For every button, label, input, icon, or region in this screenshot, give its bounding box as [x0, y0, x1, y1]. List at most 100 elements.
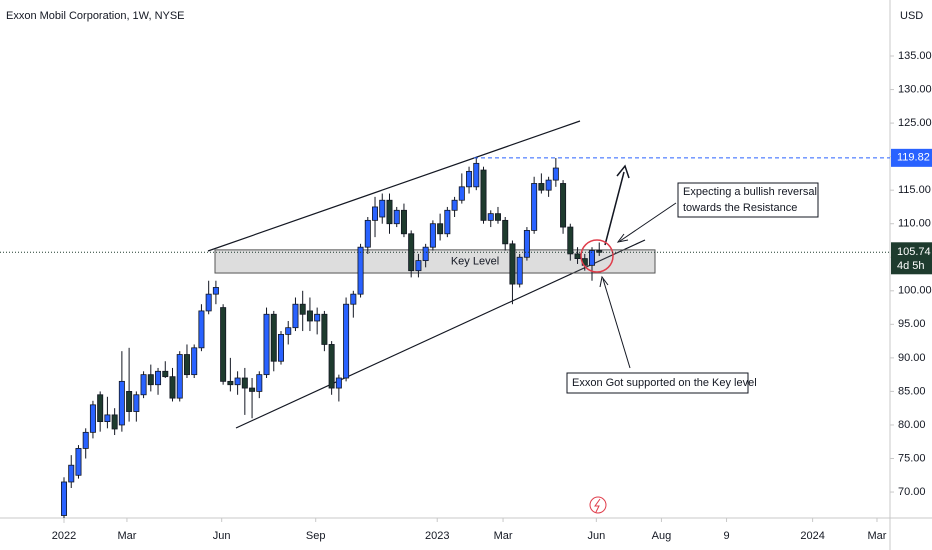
x-tick-label: Aug — [652, 530, 672, 542]
candle-body — [386, 199, 393, 225]
arrow-up — [604, 171, 625, 246]
callout-arrow-1 — [619, 202, 677, 242]
callout-text: towards the Resistance — [683, 202, 797, 214]
candle-body — [126, 391, 133, 412]
candle-body — [567, 226, 574, 255]
candle-body — [444, 209, 451, 235]
candle-body — [183, 354, 190, 376]
y-tick-label: 100.00 — [898, 285, 932, 297]
candle-body — [133, 394, 140, 412]
lower-trendline — [235, 239, 646, 429]
candle-body — [473, 162, 480, 188]
x-tick-label: Sep — [306, 530, 326, 542]
key-level-zone — [214, 249, 656, 274]
candle-body — [277, 333, 284, 362]
candle-body — [263, 313, 270, 376]
candle-body — [422, 246, 429, 262]
x-tick-label: 9 — [723, 530, 729, 542]
candle-body — [574, 253, 581, 259]
candle-body — [212, 287, 219, 295]
y-tick-label: 115.00 — [898, 184, 931, 196]
candle-body — [589, 250, 596, 266]
candle-body — [466, 170, 473, 188]
candle-body — [89, 404, 96, 433]
candle-body — [552, 167, 559, 181]
candle-body — [364, 219, 371, 248]
callout-box-2 — [566, 372, 749, 394]
candle-body — [61, 481, 68, 516]
candle-body — [104, 414, 111, 423]
callout-text: Exxon Got supported on the Key level — [572, 377, 757, 389]
x-tick-label: 2023 — [425, 530, 449, 542]
candle-body — [487, 213, 494, 221]
candle-body — [400, 209, 407, 235]
chart-title: Exxon Mobil Corporation, 1W, NYSE — [6, 10, 185, 22]
candle-body — [328, 344, 335, 389]
y-tick-label: 95.00 — [898, 318, 926, 330]
candle-body — [227, 380, 234, 386]
y-tick-label: 70.00 — [898, 486, 926, 498]
candle-body — [538, 183, 545, 191]
callout-arrow-1-head — [616, 233, 629, 243]
callout-box-1 — [677, 182, 819, 218]
candle-body — [393, 209, 400, 225]
x-tick-label: Jun — [587, 530, 605, 542]
y-tick-label: 125.00 — [898, 117, 932, 129]
candle-body — [437, 223, 444, 235]
candle-body — [234, 377, 241, 386]
candle-body — [480, 169, 487, 221]
candle-body — [350, 293, 357, 305]
x-tick-label: Jun — [213, 530, 231, 542]
x-tick-label: 2022 — [52, 530, 76, 542]
candle-body — [523, 230, 530, 258]
candle-body — [494, 213, 501, 221]
candle-body — [451, 199, 458, 211]
candle-body — [241, 377, 248, 389]
candle-body — [299, 303, 306, 315]
candle-body — [270, 313, 277, 362]
candle-body — [75, 448, 82, 476]
candle-body — [191, 347, 198, 376]
upper-trendline — [207, 120, 581, 252]
candle-body — [198, 310, 205, 349]
y-tick-label: 75.00 — [898, 452, 926, 464]
candle-body — [335, 377, 342, 389]
candle-body — [220, 307, 227, 382]
candle-body — [169, 376, 176, 399]
candle-body — [509, 243, 516, 285]
candle-body — [155, 370, 162, 386]
candle-body — [111, 414, 118, 430]
x-tick-label: 2024 — [800, 530, 824, 542]
candle-body — [343, 303, 350, 379]
resistance-tag — [891, 148, 932, 167]
candle-body — [596, 250, 603, 253]
candle-body — [372, 206, 379, 221]
candle-body — [531, 183, 538, 231]
event-icon-bolt — [594, 498, 601, 513]
candle-body — [379, 199, 386, 218]
y-tick-label: 90.00 — [898, 352, 926, 364]
candle-body — [205, 293, 212, 312]
event-icon[interactable] — [589, 496, 607, 514]
x-tick-label: Mar — [868, 530, 887, 542]
y-tick-label: 80.00 — [898, 419, 926, 431]
candle-body — [68, 464, 75, 483]
candle-body — [321, 313, 328, 345]
candle-body — [545, 179, 552, 191]
candle-body — [285, 327, 292, 335]
resistance-tag-label: 119.82 — [897, 152, 930, 164]
last-price-tag — [891, 242, 932, 275]
candle-body — [357, 246, 364, 295]
x-tick-label: Mar — [494, 530, 513, 542]
candle-body — [147, 374, 154, 386]
x-tick-label: Mar — [117, 530, 136, 542]
last-price-label: 105.74 — [897, 246, 931, 258]
candle-body — [429, 223, 436, 248]
y-tick-label: 85.00 — [898, 385, 926, 397]
y-tick-label: 130.00 — [898, 83, 932, 95]
callout-arrow-2-head — [599, 275, 609, 288]
currency: USD — [900, 10, 923, 22]
y-tick-label: 110.00 — [898, 218, 931, 230]
candle-body — [314, 313, 321, 322]
